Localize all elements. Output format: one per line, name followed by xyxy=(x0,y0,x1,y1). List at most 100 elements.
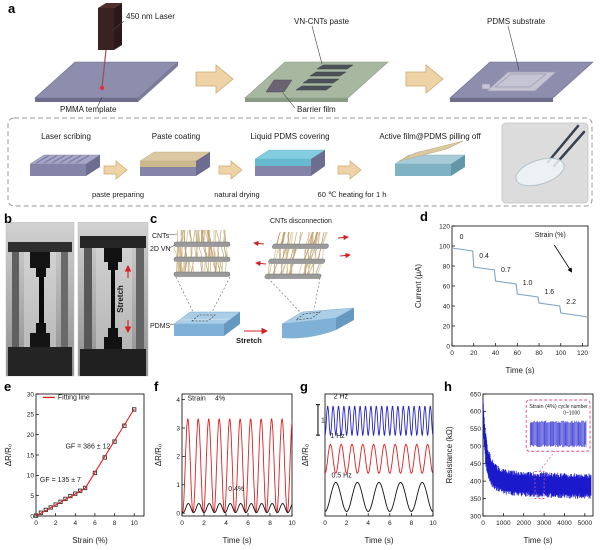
cycle-curve xyxy=(325,482,433,511)
paste-platform-group xyxy=(245,62,388,102)
annotation: 0.7 xyxy=(501,267,511,274)
paste-strip xyxy=(303,79,339,83)
cnt-layer xyxy=(276,232,303,244)
panel-label-c: c xyxy=(150,212,157,225)
x-tick-label: 4 xyxy=(224,520,228,527)
x-axis-label: Time (s) xyxy=(523,536,552,545)
series-line xyxy=(452,248,587,317)
pdms-slab-relaxed xyxy=(174,312,240,336)
cnt-fiber xyxy=(278,249,282,259)
cnts-label: CNTs xyxy=(152,233,170,240)
plot-frame xyxy=(452,226,588,346)
rect xyxy=(61,252,68,348)
x-tick-label: 10 xyxy=(288,520,296,527)
cnt-fiber xyxy=(193,230,195,242)
label-pmma-template: PMMA template xyxy=(60,105,117,114)
panel-label-g: g xyxy=(300,380,308,393)
chart-h-durability: 0 1000 2000 3000 4000 50003003504004505005506… xyxy=(443,382,599,548)
step-label-pdms-covering: Liquid PDMS covering xyxy=(250,132,329,141)
block-pilling-off xyxy=(395,141,465,176)
specimen xyxy=(36,268,46,277)
rect xyxy=(84,248,92,352)
cnt-fiber xyxy=(178,247,179,257)
cycle-curve xyxy=(325,406,433,435)
rect xyxy=(395,164,451,176)
rect xyxy=(272,244,329,249)
cnt-fiber xyxy=(189,262,190,272)
y-tick-label: 500 xyxy=(470,444,481,451)
chart-d-current-vs-time: 0 20 40 60 80 100 120020406080100120Time (s)Cu… xyxy=(412,212,598,378)
y-tick-label: 450 xyxy=(470,461,481,468)
y-tick-label: 3 xyxy=(176,425,180,432)
stretch-label: Stretch xyxy=(116,285,125,313)
plot-frame xyxy=(36,394,144,516)
y-tick-label: 60 xyxy=(443,283,451,290)
x-tick-label: 2 xyxy=(202,520,206,527)
line xyxy=(312,26,322,64)
y-tick-label: 0 xyxy=(446,343,450,350)
scalebar-label: 1 xyxy=(321,417,325,424)
y-tick-label: 100 xyxy=(439,243,450,250)
y-axis-label: ΔR/R₀ xyxy=(301,444,310,466)
cnt-layer xyxy=(267,264,294,274)
y-tick-label: 120 xyxy=(439,223,450,230)
strain-axis-note: Strain (%) xyxy=(535,232,566,239)
cnt-fiber xyxy=(299,264,302,274)
x-tick-label: 60 xyxy=(514,350,522,357)
y-tick-label: 80 xyxy=(443,263,451,270)
cnt-fiber xyxy=(321,249,325,259)
note-natural-drying: natural drying xyxy=(214,190,259,199)
cnt-layer xyxy=(273,249,296,259)
cnt-fiber xyxy=(215,230,216,242)
cycle-curve xyxy=(182,419,292,513)
pdms-slab-stretched xyxy=(282,308,354,338)
line xyxy=(176,277,195,316)
rect xyxy=(174,324,224,336)
x-tick-label: 3000 xyxy=(537,520,552,527)
cnt-fiber xyxy=(294,232,297,244)
x-tick-label: 120 xyxy=(577,350,588,357)
y-tick-label: 20 xyxy=(27,432,35,439)
cnt-fiber xyxy=(182,247,183,257)
x-tick-label: 4 xyxy=(366,520,370,527)
x-tick-label: 2 xyxy=(345,520,349,527)
x-tick-label: 10 xyxy=(131,520,139,527)
y-tick-label: 4 xyxy=(176,397,180,404)
cnt-fiber xyxy=(205,262,206,272)
y-axis-label: ΔR/R₀ xyxy=(4,444,13,466)
panel-label-b: b xyxy=(4,212,12,225)
cnt-fiber xyxy=(192,247,193,257)
y-tick-label: 30 xyxy=(27,391,35,398)
specimen xyxy=(36,323,46,333)
pull-arrow xyxy=(254,243,264,244)
cnt-fiber xyxy=(225,262,226,272)
cnt-layer xyxy=(299,264,322,274)
y-tick-label: 2 xyxy=(176,454,180,461)
specimen xyxy=(39,277,44,323)
specimen xyxy=(108,328,118,337)
panel-label-h: h xyxy=(444,380,452,393)
y-tick-label: 15 xyxy=(27,452,35,459)
cnt-fiber xyxy=(206,262,208,272)
paste-strip xyxy=(317,65,353,69)
cnt-fiber xyxy=(318,264,322,274)
label-450nm-laser: 450 nm Laser xyxy=(126,12,175,21)
inset-cycle-label: cycle number xyxy=(558,404,588,410)
process-arrow-1 xyxy=(196,65,233,93)
annotation: 0.4 xyxy=(479,253,489,260)
x-tick-label: 0 xyxy=(450,350,454,357)
step-label-pilling-off: Active film@PDMS pilling off xyxy=(379,132,481,141)
rect xyxy=(255,166,311,176)
paste-strip xyxy=(296,86,332,90)
rect xyxy=(12,252,19,348)
laser-spot xyxy=(100,86,104,90)
annotation: 2.2 xyxy=(566,299,576,306)
rect xyxy=(174,242,230,247)
annotation: Strain xyxy=(188,396,206,403)
step-label-paste-coating: Paste coating xyxy=(152,132,200,141)
annotation: 1 Hz xyxy=(330,433,345,440)
x-tick-label: 8 xyxy=(113,520,117,527)
rect xyxy=(8,242,72,252)
photo-left-tensile-tester xyxy=(6,222,74,376)
x-axis-label: Time (s) xyxy=(364,536,393,545)
